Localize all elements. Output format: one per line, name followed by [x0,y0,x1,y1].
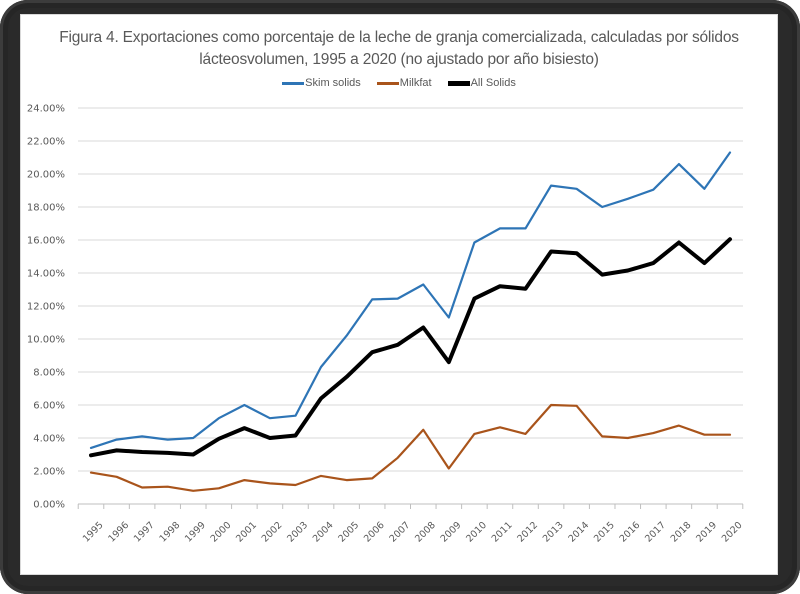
series-lines [89,151,732,492]
legend-label-all-solids: All Solids [470,77,516,89]
x-tick-label: 1997 [132,520,157,545]
y-tick-label: 0.00% [33,500,65,511]
x-tick-label: 1996 [106,520,131,545]
x-tick-label: 2018 [669,520,694,545]
x-tick-label: 2003 [285,520,310,545]
legend-item-milkfat: Milkfat [376,77,432,89]
legend-swatch-all-solids [447,80,470,86]
legend-label-milkfat: Milkfat [399,77,432,89]
x-tick-label: 2002 [260,520,285,545]
x-tick-label: 2017 [643,520,668,545]
x-tick-label: 2004 [311,520,336,545]
x-tick-label: 2014 [566,520,591,545]
y-tick-label: 12.00% [27,302,65,313]
x-tick-label: 2016 [618,520,643,545]
chart-title: Figura 4. Exportaciones como porcentaje … [21,27,777,71]
series-line-skim-solids [89,151,732,449]
x-tick-label: 1998 [157,520,182,545]
x-tick-label: 1999 [183,520,208,545]
y-tick-label: 14.00% [27,269,65,280]
y-tick-label: 24.00% [27,104,65,115]
x-tick-label: 2001 [234,520,259,545]
x-tick-label: 2005 [336,520,361,545]
x-tick-label: 2019 [694,520,719,545]
x-tick-label: 2008 [413,520,438,545]
legend-swatch-milkfat [376,81,399,85]
y-tick-label: 10.00% [27,335,65,346]
y-tick-label: 6.00% [33,401,65,412]
x-tick-label: 2009 [439,520,464,545]
legend-label-skim-solids: Skim solids [305,77,361,89]
x-tick-label: 2010 [464,520,489,545]
y-tick-label: 20.00% [27,170,65,181]
y-tick-label: 16.00% [27,236,65,247]
y-axis-ticks: 0.00% 2.00% 4.00% 6.00% 8.00% 10.00% 12.00% 14.… [27,104,65,511]
chart-title-line-1: Figura 4. Exportaciones como porcentaje … [59,29,739,46]
x-tick-label: 2007 [388,520,413,545]
x-tick-label: 2000 [209,520,234,545]
x-tick-label: 2020 [720,520,745,545]
series-line-all-solids [89,237,732,458]
series-line-milkfat [89,403,732,492]
legend-item-skim-solids: Skim solids [282,77,361,89]
chart-title-line-2: lácteosvolumen, 1995 a 2020 (no ajustado… [199,51,599,68]
x-tick-label: 2006 [362,520,387,545]
chart-legend: Skim solids Milkfat All Solids [21,77,777,89]
x-tick-label: 2012 [515,520,540,545]
x-tick-label: 2011 [490,520,515,545]
y-tick-label: 18.00% [27,203,65,214]
y-tick-label: 2.00% [33,467,65,478]
legend-item-all-solids: All Solids [447,77,516,89]
x-tick-label: 2015 [592,520,617,545]
y-tick-label: 4.00% [33,434,65,445]
y-tick-label: 8.00% [33,368,65,379]
x-axis: 1995 1996 1997 1998 1999 2000 2001 2002 2003 2004… [77,503,745,545]
y-tick-label: 22.00% [27,137,65,148]
x-tick-label: 1995 [81,520,106,545]
legend-swatch-skim-solids [282,81,305,85]
x-tick-label: 2013 [541,520,566,545]
